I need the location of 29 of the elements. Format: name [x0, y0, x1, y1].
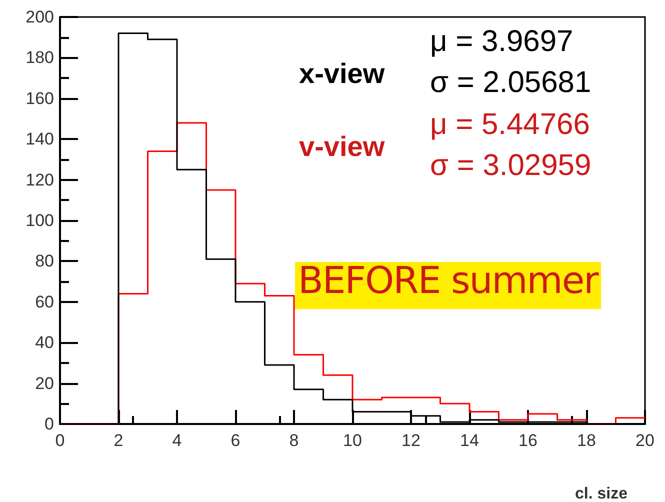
x-tick-label: 8	[289, 431, 299, 450]
y-tick-label: 40	[35, 333, 54, 352]
annotation: BEFORE summer	[295, 259, 601, 309]
y-tick-label: 180	[26, 48, 54, 68]
y-tick-label: 140	[26, 130, 54, 149]
annotation: μ = 3.9697	[430, 25, 574, 58]
y-tick-label: 60	[35, 292, 54, 312]
annotation: σ = 2.05681	[430, 66, 592, 99]
text: x-view	[299, 58, 385, 89]
y-tick-label: 100	[26, 211, 54, 230]
x-tick-label: 18	[577, 431, 596, 450]
x-tick-label: 14	[460, 431, 479, 450]
y-tick-label: 120	[26, 170, 54, 190]
annotation: σ = 3.02959	[430, 149, 592, 182]
x-tick-label: 20	[636, 431, 654, 450]
x-tick-label: 16	[518, 431, 538, 450]
x-tick-label: 6	[230, 431, 240, 450]
y-tick-label: 200	[26, 8, 54, 26]
y-tick-label: 160	[26, 88, 54, 108]
annotation: μ = 5.44766	[430, 108, 590, 141]
x-tick-label: 12	[402, 431, 420, 450]
text: v-view	[299, 131, 385, 162]
y-tick-label: 0	[44, 414, 54, 434]
x-tick-label: 4	[172, 431, 182, 450]
x-tick-label: 10	[343, 431, 362, 450]
y-tick-label: 80	[35, 252, 54, 271]
y-tick-label: 20	[35, 374, 54, 393]
x-tick-label: 2	[114, 431, 124, 450]
x-axis-title: cl. size	[575, 486, 628, 502]
